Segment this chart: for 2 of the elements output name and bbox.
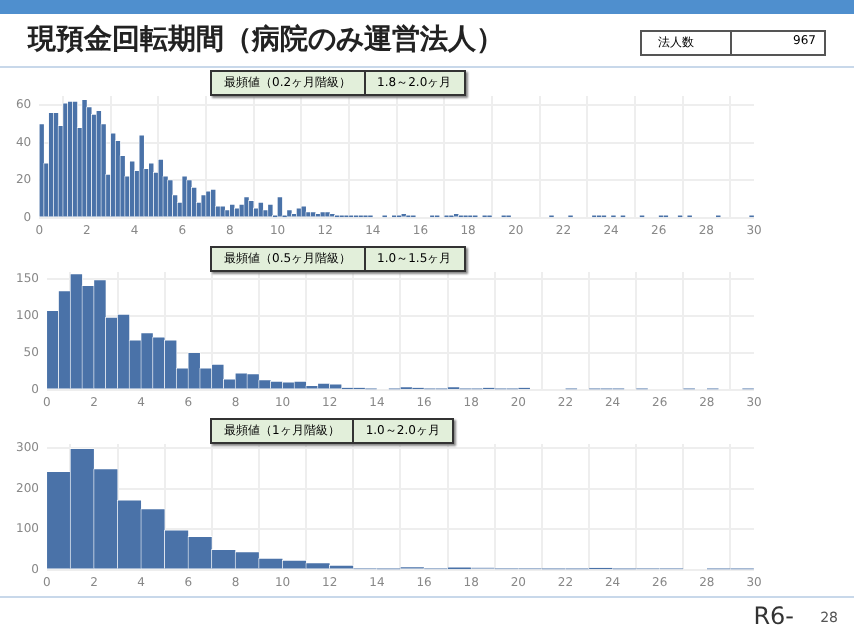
chart-title: 現預金回転期間（病院のみ運営法人）	[28, 22, 504, 58]
text: R6-	[753, 602, 794, 630]
